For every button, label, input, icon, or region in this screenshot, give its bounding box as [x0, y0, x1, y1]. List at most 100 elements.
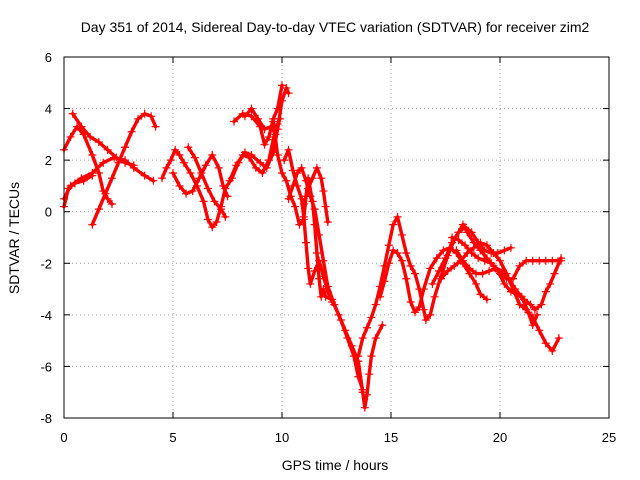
data-point-marker [467, 228, 476, 237]
data-point-marker [94, 138, 103, 147]
data-point-marker [469, 243, 478, 252]
data-point-marker [393, 248, 402, 257]
data-point-marker [151, 122, 160, 131]
y-tick-label: 6 [45, 50, 52, 65]
data-point-marker [548, 256, 557, 265]
data-point-marker [426, 264, 435, 273]
data-point-marker [88, 150, 97, 159]
data-point-marker [68, 109, 77, 118]
data-point-marker [476, 238, 485, 247]
data-point-marker [129, 161, 138, 170]
data-point-marker [430, 292, 439, 301]
data-point-marker [101, 189, 110, 198]
data-point-marker [452, 246, 461, 255]
data-point-marker [439, 246, 448, 255]
data-point-marker [410, 308, 419, 317]
data-point-marker [251, 163, 260, 172]
data-point-marker [223, 192, 232, 201]
data-point-marker [321, 202, 330, 211]
data-point-marker [175, 181, 184, 190]
data-point-marker [310, 205, 319, 214]
data-point-marker [504, 274, 513, 283]
data-point-marker [323, 282, 332, 291]
data-point-marker [478, 269, 487, 278]
data-point-marker [79, 176, 88, 185]
data-point-marker [221, 212, 230, 221]
data-point-marker [188, 187, 197, 196]
data-point-marker [94, 205, 103, 214]
data-point-marker [86, 132, 95, 141]
data-point-marker [336, 316, 345, 325]
y-tick-label: -6 [40, 359, 52, 374]
data-point-marker [482, 295, 491, 304]
data-point-marker [64, 184, 73, 193]
data-point-marker [515, 300, 524, 309]
data-point-marker [288, 166, 297, 175]
data-point-marker [546, 279, 555, 288]
data-point-marker [299, 199, 308, 208]
data-point-marker [280, 156, 289, 165]
data-point-marker [371, 300, 380, 309]
series-trace-18 [428, 223, 515, 288]
data-point-marker [363, 323, 372, 332]
data-point-marker [384, 241, 393, 250]
data-point-marker [247, 104, 256, 113]
series-trace-9 [225, 120, 282, 185]
data-point-marker [103, 145, 112, 154]
data-point-marker [77, 122, 86, 131]
data-point-marker [256, 158, 265, 167]
data-point-marker [363, 390, 372, 399]
data-point-marker [140, 171, 149, 180]
data-point-marker [169, 169, 177, 178]
series-line [454, 248, 539, 327]
data-point-marker [212, 218, 221, 227]
data-point-marker [515, 261, 524, 270]
data-point-marker [548, 346, 557, 355]
data-point-marker [371, 334, 380, 343]
data-point-marker [260, 125, 269, 134]
data-point-marker [284, 89, 293, 98]
data-point-marker [310, 267, 319, 276]
series-trace-8 [184, 143, 230, 221]
data-point-marker [358, 334, 367, 343]
data-point-marker [402, 248, 411, 257]
data-point-marker [240, 112, 249, 121]
data-point-marker [406, 297, 415, 306]
data-point-marker [397, 230, 406, 239]
data-point-marker [184, 143, 193, 152]
data-point-marker [269, 117, 278, 126]
data-point-marker [264, 156, 273, 165]
data-point-marker [498, 267, 507, 276]
data-point-marker [367, 352, 376, 361]
data-point-marker [219, 181, 228, 190]
data-point-marker [432, 254, 441, 263]
data-point-marker [245, 153, 254, 162]
data-point-marker [258, 169, 267, 178]
data-point-marker [260, 140, 269, 149]
data-point-marker [301, 238, 310, 247]
data-point-marker [380, 277, 389, 286]
data-point-marker [275, 114, 284, 123]
data-point-marker [66, 132, 75, 141]
chart-title: Day 351 of 2014, Sidereal Day-to-day VTE… [81, 19, 590, 35]
data-point-marker [319, 187, 328, 196]
series-trace-15 [299, 163, 332, 227]
data-point-marker [365, 370, 374, 379]
data-point-marker [550, 269, 559, 278]
series-line [356, 215, 563, 358]
data-point-marker [299, 212, 308, 221]
data-point-marker [273, 104, 282, 113]
data-point-marker [500, 246, 509, 255]
data-point-marker [99, 158, 108, 167]
series-trace-12 [269, 117, 387, 412]
series-trace-5 [60, 171, 97, 211]
data-point-marker [419, 305, 428, 314]
y-tick-label: 0 [45, 205, 52, 220]
y-tick-label: -2 [40, 256, 52, 271]
data-point-marker [461, 241, 470, 250]
data-point-marker [208, 223, 217, 232]
data-point-marker [107, 199, 116, 208]
data-point-marker [317, 174, 326, 183]
data-point-marker [454, 236, 463, 245]
data-point-marker [158, 174, 167, 183]
